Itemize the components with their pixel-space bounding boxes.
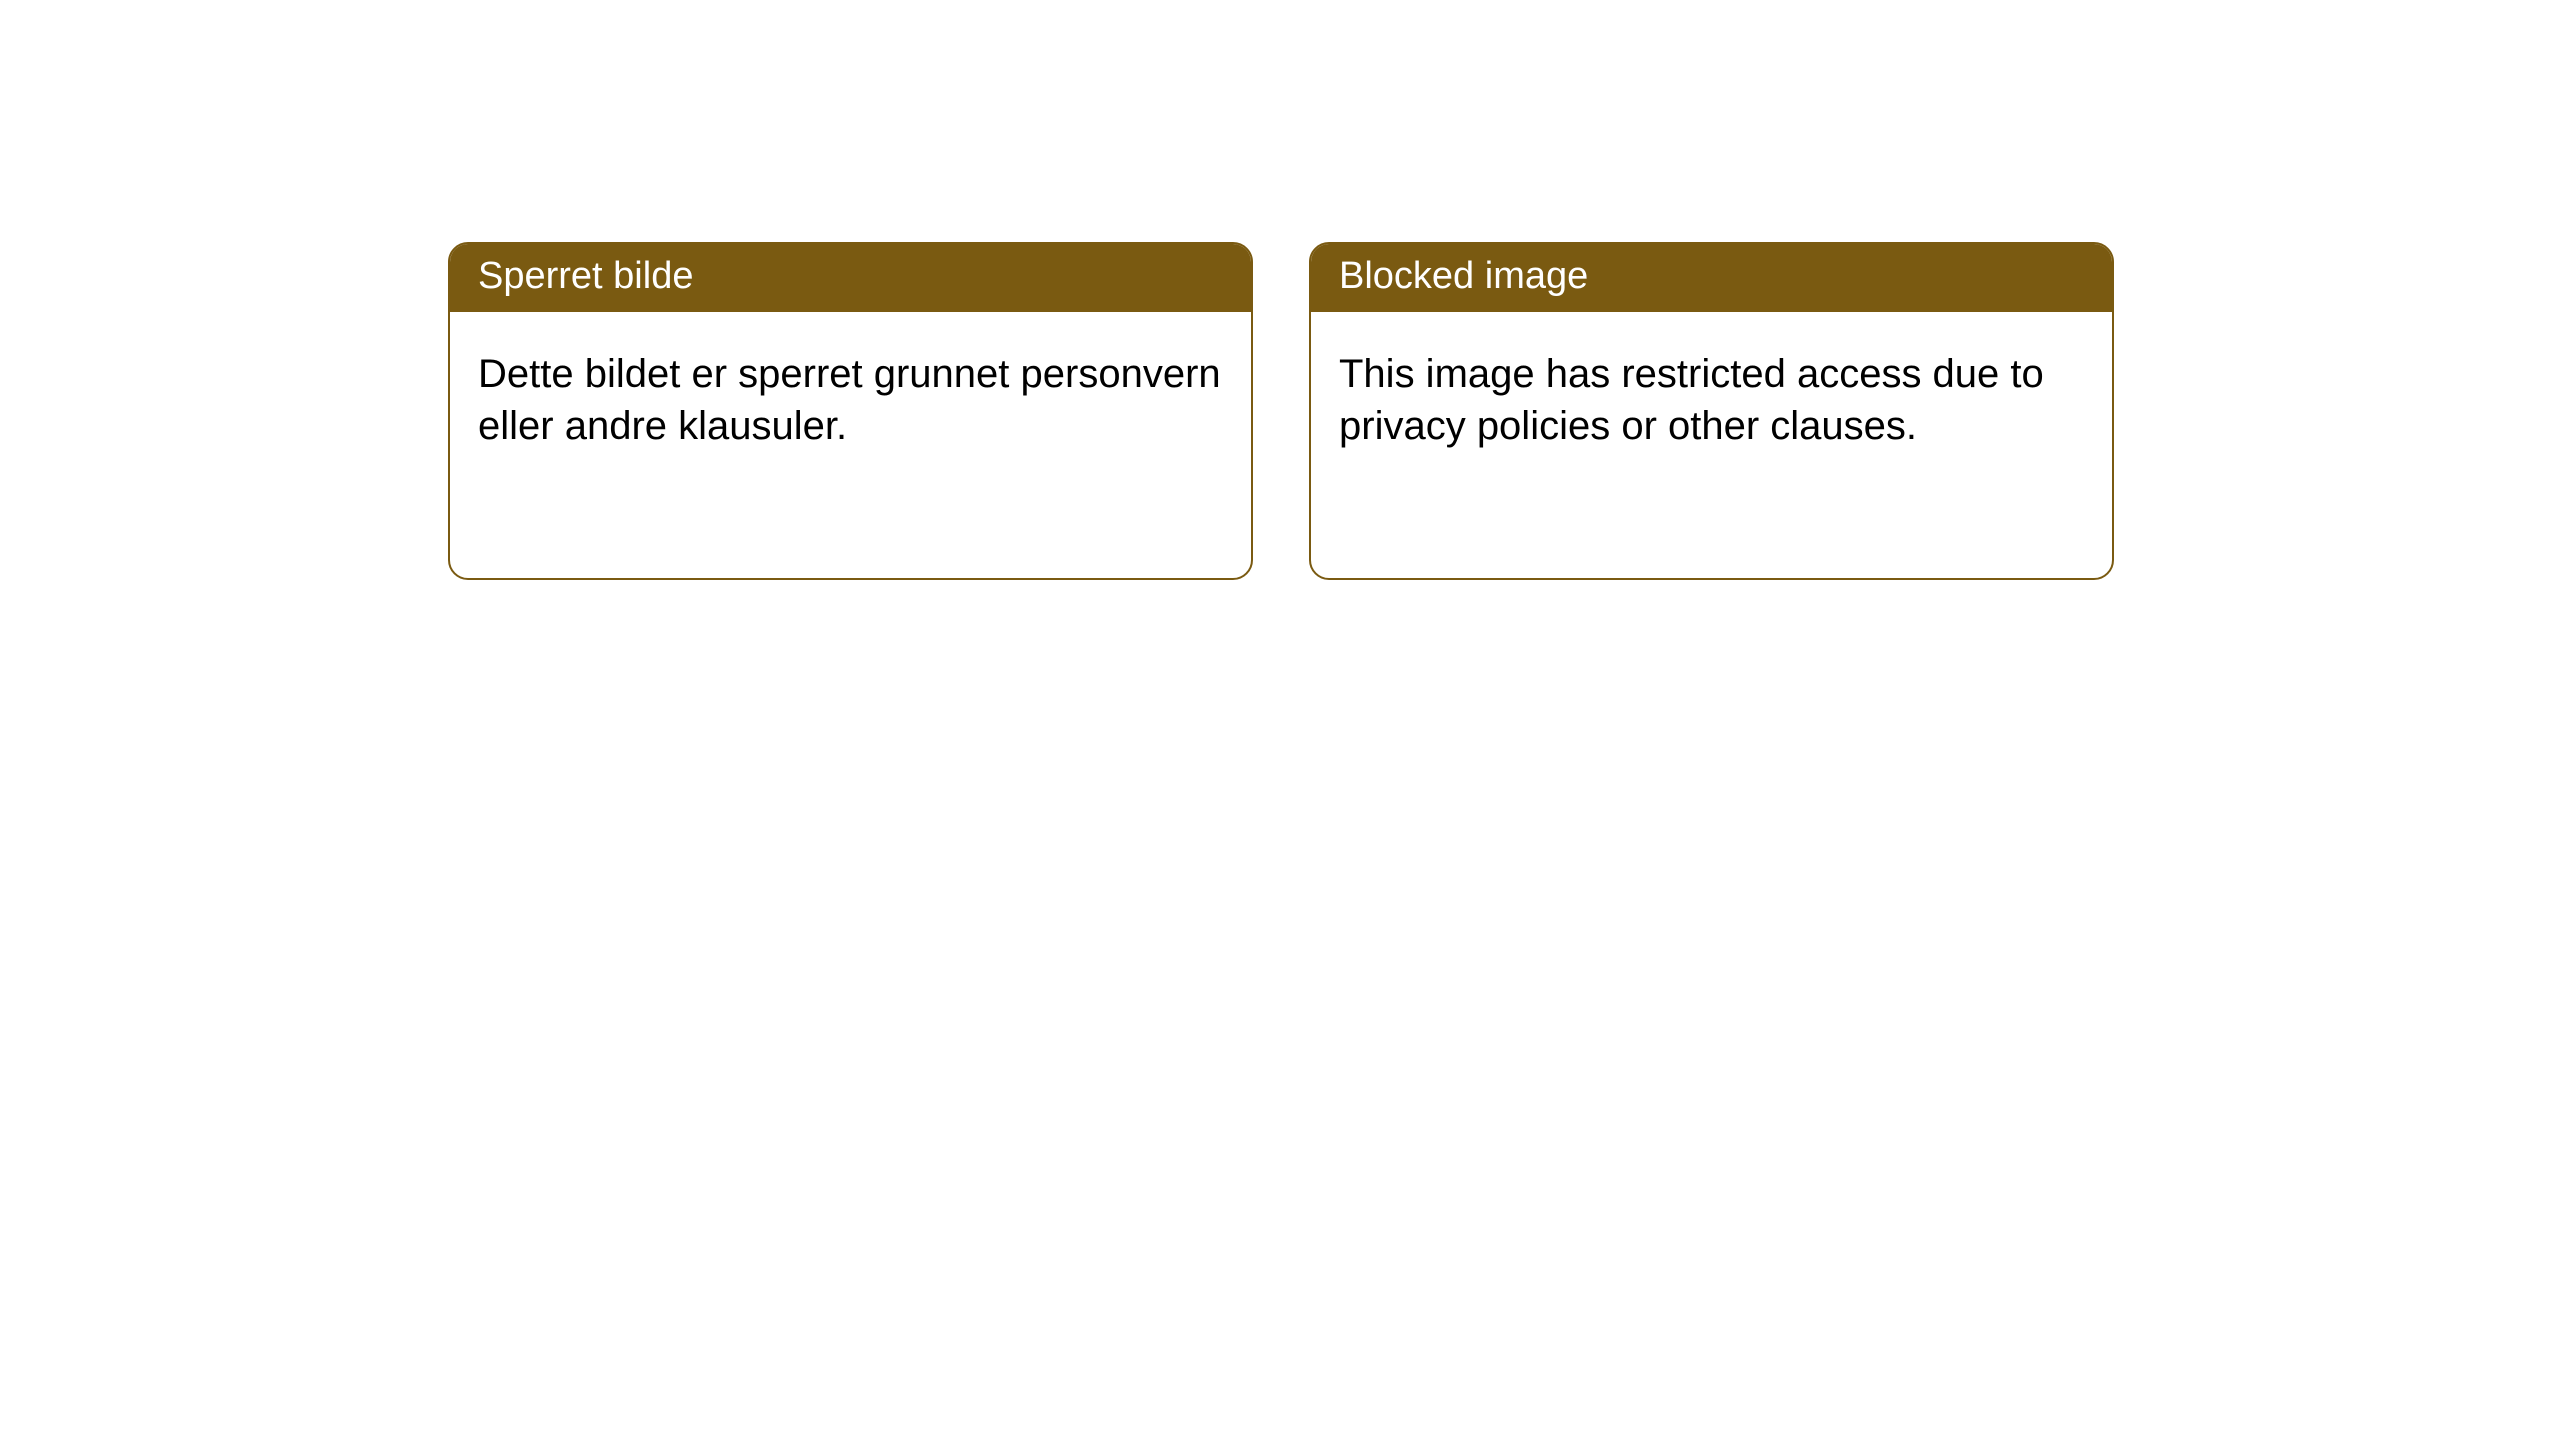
- card-title-no: Sperret bilde: [478, 255, 693, 297]
- card-text-en: This image has restricted access due to …: [1339, 352, 2044, 448]
- blocked-image-card-no: Sperret bilde Dette bildet er sperret gr…: [448, 242, 1253, 580]
- card-header-en: Blocked image: [1311, 244, 2112, 312]
- card-header-no: Sperret bilde: [450, 244, 1251, 312]
- cards-container: Sperret bilde Dette bildet er sperret gr…: [0, 0, 2560, 580]
- card-body-en: This image has restricted access due to …: [1311, 312, 2112, 488]
- card-title-en: Blocked image: [1339, 255, 1588, 297]
- card-text-no: Dette bildet er sperret grunnet personve…: [478, 352, 1221, 448]
- card-body-no: Dette bildet er sperret grunnet personve…: [450, 312, 1251, 488]
- blocked-image-card-en: Blocked image This image has restricted …: [1309, 242, 2114, 580]
